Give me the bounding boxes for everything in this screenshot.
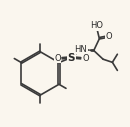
Text: O: O <box>106 32 112 41</box>
Text: S: S <box>68 53 75 63</box>
Text: HN: HN <box>74 45 87 54</box>
Text: O: O <box>82 54 89 63</box>
Text: O: O <box>54 54 61 63</box>
Text: HO: HO <box>90 21 103 30</box>
